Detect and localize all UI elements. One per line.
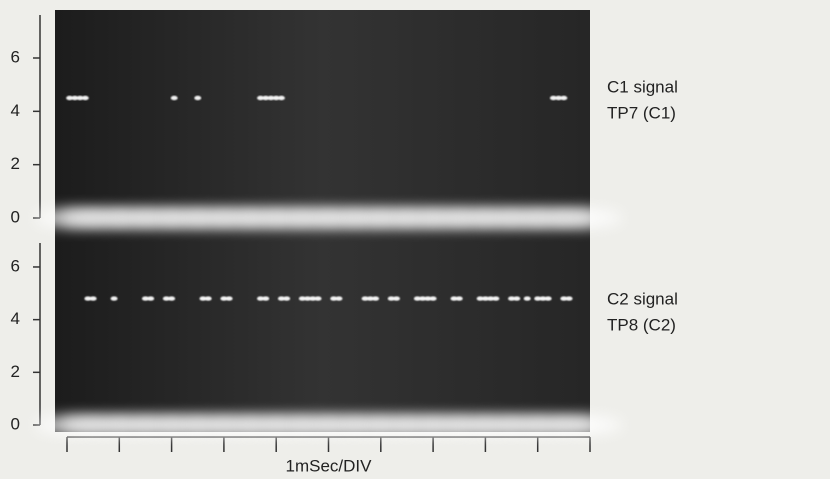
trace-dot	[110, 296, 118, 301]
trace-dot	[262, 95, 270, 101]
trace-dot	[523, 296, 531, 301]
trace-dot	[330, 296, 338, 301]
trace-dot	[194, 95, 202, 101]
trace-dot	[283, 296, 291, 301]
trace-dot	[455, 296, 463, 301]
trace-dot	[277, 296, 285, 301]
y-tick-label: 2	[11, 154, 20, 173]
trace-dot	[560, 95, 568, 101]
trace-dot	[481, 296, 489, 301]
x-axis-label: 1mSec/DIV	[286, 456, 373, 475]
trace-glow	[558, 416, 622, 434]
trace-dot	[257, 296, 265, 301]
trace-dot	[387, 296, 395, 301]
y-tick-label: 0	[11, 207, 20, 226]
trace-dot	[335, 296, 343, 301]
trace-dot	[508, 296, 516, 301]
trace-dot	[66, 95, 74, 101]
trace-dot	[204, 296, 212, 301]
trace-dot	[141, 296, 149, 301]
y-tick-label: 4	[11, 309, 20, 328]
trace-glow	[558, 209, 622, 227]
annotation: C1 signal	[607, 77, 678, 96]
trace-dot	[513, 296, 521, 301]
y-tick-label: 4	[11, 101, 20, 120]
trace-dot	[419, 296, 427, 301]
trace-dot	[220, 296, 228, 301]
trace-dot	[429, 296, 437, 301]
trace-dot	[392, 296, 400, 301]
trace-dot	[170, 95, 178, 101]
trace-dot	[413, 296, 421, 301]
trace-dot	[168, 296, 176, 301]
trace-dot	[424, 296, 432, 301]
y-tick-label: 6	[11, 47, 20, 66]
trace-dot	[372, 296, 380, 301]
trace-dot	[309, 296, 317, 301]
trace-dot	[272, 95, 280, 101]
trace-dot	[450, 296, 458, 301]
trace-dot	[492, 296, 500, 301]
trace-dot	[162, 296, 170, 301]
trace-dot	[314, 296, 322, 301]
trace-dot	[89, 296, 97, 301]
trace-dot	[277, 95, 285, 101]
trace-dot	[267, 95, 275, 101]
trace-dot	[257, 95, 265, 101]
trace-dot	[549, 95, 557, 101]
trace-dot	[565, 296, 573, 301]
trace-dot	[487, 296, 495, 301]
trace-dot	[76, 95, 84, 101]
trace-dot	[262, 296, 270, 301]
trace-dot	[560, 296, 568, 301]
trace-dot	[361, 296, 369, 301]
trace-dot	[298, 296, 306, 301]
y-tick-label: 0	[11, 414, 20, 433]
annotation: C2 signal	[607, 289, 678, 308]
y-tick-label: 6	[11, 256, 20, 275]
trace-dot	[476, 296, 484, 301]
annotation: TP8 (C2)	[607, 315, 676, 334]
trace-dot	[199, 296, 207, 301]
trace-dot	[555, 95, 563, 101]
trace-dot	[304, 296, 312, 301]
trace-dot	[147, 296, 155, 301]
trace-dot	[539, 296, 547, 301]
trace-dot	[366, 296, 374, 301]
trace-dot	[81, 95, 89, 101]
trace-dot	[84, 296, 92, 301]
trace-dot	[71, 95, 79, 101]
trace-dot	[534, 296, 542, 301]
trace-dot	[225, 296, 233, 301]
y-tick-label: 2	[11, 362, 20, 381]
trace-dot	[544, 296, 552, 301]
annotation: TP7 (C1)	[607, 103, 676, 122]
